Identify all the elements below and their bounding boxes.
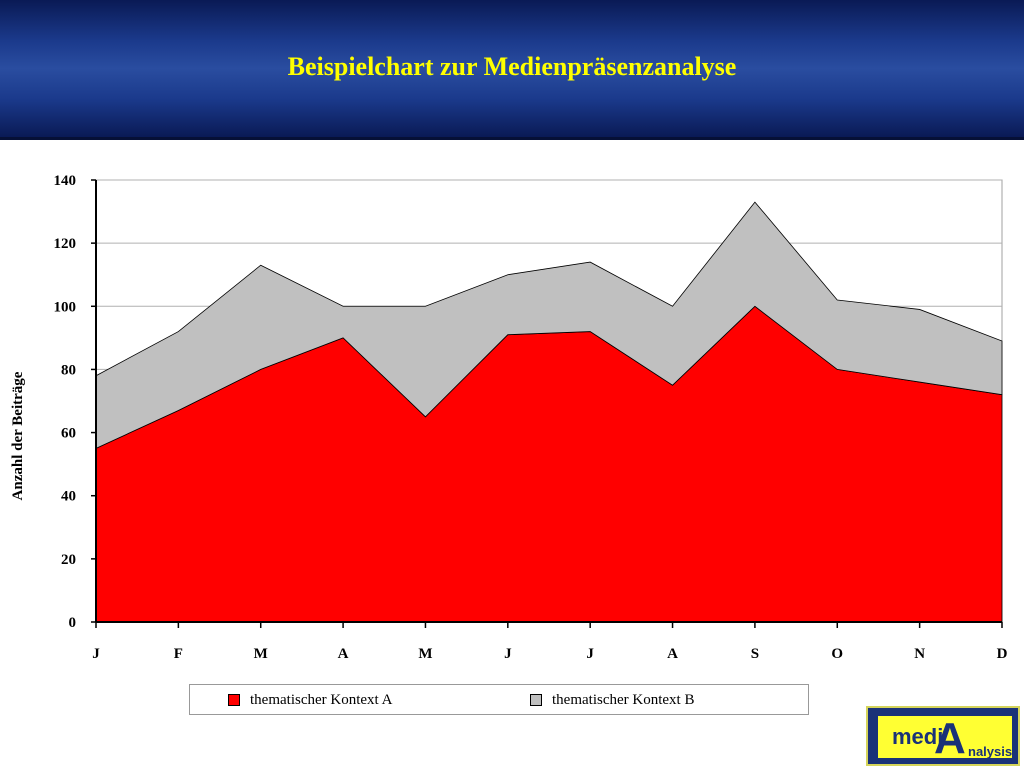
x-tick-label: M [254, 646, 268, 662]
y-tick-label: 20 [61, 552, 76, 568]
y-tick-label: 60 [61, 426, 76, 442]
legend-label-b: thematischer Kontext B [552, 692, 695, 708]
media-analysis-logo: medi A nalysis [866, 706, 1020, 766]
y-tick-label: 0 [69, 615, 77, 631]
x-tick-label: J [586, 646, 594, 662]
y-axis-label: Anzahl der Beiträge [10, 371, 26, 500]
y-tick-label: 100 [54, 299, 77, 315]
y-tick-label: 40 [61, 489, 76, 505]
area-series-b [95, 201, 1003, 449]
chart-axes [91, 179, 1003, 628]
legend-swatch-a [228, 694, 240, 706]
y-tick-label: 80 [61, 362, 76, 378]
page-title: Beispielchart zur Medienpräsenzanalyse [287, 52, 737, 81]
header-banner: Beispielchart zur Medienpräsenzanalyse [0, 0, 1024, 140]
x-tick-label: F [174, 646, 183, 662]
x-tick-label: S [751, 646, 759, 662]
x-tick-label: O [831, 646, 843, 662]
legend-swatch-b [530, 694, 542, 706]
x-tick-label: J [504, 646, 512, 662]
legend-label-a: thematischer Kontext A [250, 692, 393, 708]
logo-text-a: A [934, 714, 966, 763]
x-tick-label: N [914, 646, 925, 662]
logo-box: medi A nalysis [876, 714, 1014, 763]
x-tick-label: A [667, 646, 678, 662]
y-tick-label: 140 [54, 173, 77, 189]
area-chart: 0 20 40 60 80 100 120 140 J F M A M J J A S O N D Anzahl d… [10, 173, 1008, 662]
x-tick-label: J [92, 646, 100, 662]
logo-text-medi: medi [892, 724, 944, 749]
x-tick-label: D [997, 646, 1008, 662]
logo-text-analysis: nalysis [968, 744, 1013, 759]
y-tick-labels: 0 20 40 60 80 100 120 140 [54, 173, 77, 631]
x-tick-label: A [338, 646, 349, 662]
x-tick-label: M [418, 646, 432, 662]
chart-legend: thematischer Kontext A thematischer Kont… [189, 684, 809, 715]
y-tick-label: 120 [54, 236, 77, 252]
